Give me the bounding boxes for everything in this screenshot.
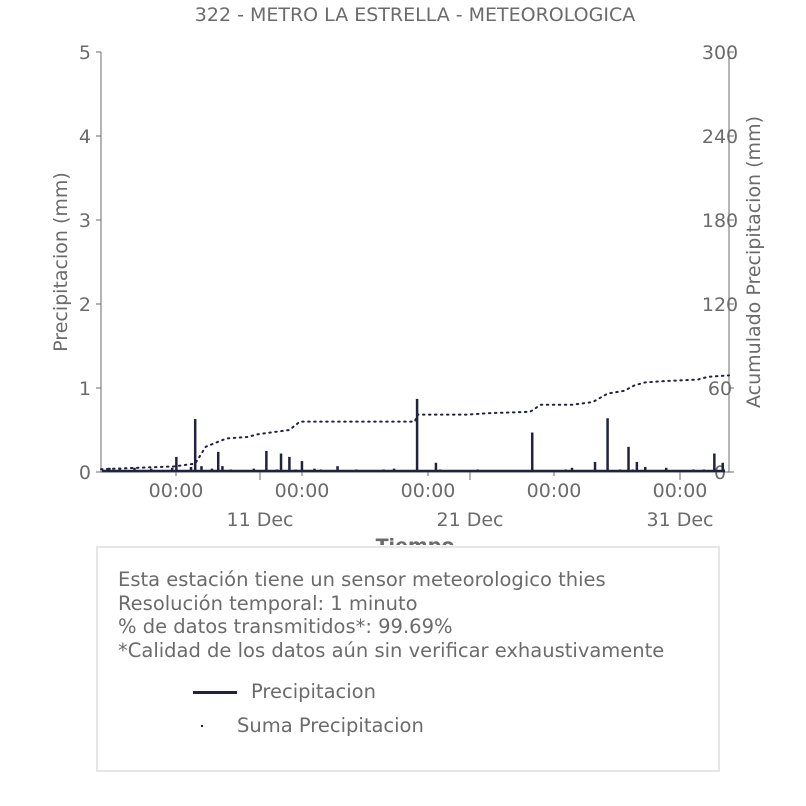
y-tick-label: 2 (79, 294, 91, 316)
y-tick-label: 1 (79, 378, 91, 400)
y-tick-label: 4 (79, 126, 91, 148)
station-info-text: Esta estación tiene un sensor meteorolog… (118, 568, 664, 662)
legend-label-suma-precipitacion: Suma Precipitacion (237, 714, 424, 737)
x-time-tick-label: 00:00 (527, 480, 582, 502)
x-time-tick-label: 00:00 (653, 480, 708, 502)
y2-axis-label: Acumulado Precipitacion (mm) (743, 116, 765, 408)
info-line-resolution: Resolución temporal: 1 minuto (118, 591, 418, 615)
x-time-tick-label: 00:00 (275, 480, 330, 502)
info-line-sensor: Esta estación tiene un sensor meteorolog… (118, 568, 606, 591)
suma-precipitacion-line (100, 374, 730, 471)
x-time-tick-label: 00:00 (401, 480, 456, 502)
y2-tick-label: 120 (702, 294, 738, 316)
y-tick-label: 0 (79, 462, 91, 484)
x-time-tick-label: 00:00 (149, 480, 204, 502)
x-date-tick-label: 21 Dec (437, 509, 504, 531)
x-date-tick-label: 31 Dec (647, 509, 714, 531)
y2-tick-label: 180 (702, 210, 738, 232)
y2-tick-label: 300 (702, 42, 738, 64)
precipitation-chart: 322 - METRO LA ESTRELLA - METEOROLOGICA … (50, 4, 765, 545)
x-date-tick-label: 11 Dec (227, 509, 294, 531)
y-axis-label: Precipitacion (mm) (50, 172, 72, 352)
y2-tick-label: 240 (702, 126, 738, 148)
chart-marks (100, 374, 730, 473)
y2-tick-label: 60 (708, 378, 732, 400)
legend-dot-marker (201, 725, 203, 727)
info-line-data-transmitted: % de datos transmitidos*: 99.69% (118, 615, 453, 638)
y-tick-label: 5 (79, 42, 91, 64)
chart-title: 322 - METRO LA ESTRELLA - METEOROLOGICA (195, 4, 635, 26)
info-line-quality-note: *Calidad de los datos aún sin verificar … (118, 638, 665, 662)
y2-tick-label: 0 (714, 462, 726, 484)
legend-line-marker (193, 691, 237, 694)
chart-axes: 0 1 2 3 4 5 0 60 120 180 240 300 00:00 00:00 00:00 00:0… (79, 42, 738, 531)
y-tick-label: 3 (79, 210, 91, 232)
x-axis-label: Tiempo (376, 535, 455, 545)
legend-label-precipitacion: Precipitacion (251, 680, 376, 703)
station-info-box: Esta estación tiene un sensor meteorolog… (96, 546, 720, 772)
